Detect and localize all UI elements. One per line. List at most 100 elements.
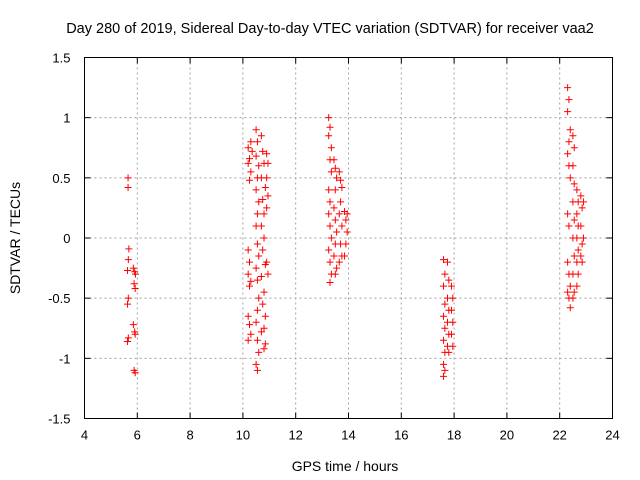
data-point [252, 186, 260, 194]
data-point [325, 132, 333, 140]
data-point [264, 270, 272, 278]
data-point [259, 147, 267, 155]
data-point [253, 276, 261, 284]
data-point [252, 152, 260, 160]
data-point [248, 147, 256, 155]
data-point [335, 258, 343, 266]
data-point [337, 198, 345, 206]
data-point [342, 240, 350, 248]
x-tick-label: 12 [288, 428, 302, 443]
x-tick-label: 6 [134, 428, 141, 443]
data-point [263, 258, 271, 266]
data-point [564, 258, 572, 266]
x-axis-label: GPS time / hours [292, 458, 399, 474]
data-point [565, 222, 573, 230]
x-tick-label: 20 [500, 428, 514, 443]
data-point [573, 210, 581, 218]
data-point [570, 288, 578, 296]
data-point [564, 84, 572, 92]
data-point [564, 288, 572, 296]
data-point [579, 198, 587, 206]
data-point [577, 222, 585, 230]
data-point [244, 246, 252, 254]
data-point [252, 264, 260, 272]
y-tick-label: -1.5 [48, 412, 70, 427]
data-point [255, 162, 263, 170]
data-point [264, 192, 272, 200]
data-point [338, 222, 346, 230]
data-point [247, 168, 255, 176]
data-point [260, 324, 268, 332]
data-point [246, 321, 253, 329]
y-tick-label: 1.5 [52, 51, 70, 66]
data-point [257, 273, 265, 281]
data-point [447, 282, 455, 290]
data-point [326, 198, 334, 206]
data-point [566, 282, 574, 290]
data-point [440, 372, 448, 380]
data-point [574, 246, 582, 254]
data-point [343, 210, 351, 218]
data-point [330, 204, 338, 212]
data-point [335, 168, 343, 176]
data-point [577, 192, 585, 200]
y-tick-label: 0 [63, 231, 70, 246]
data-point [573, 282, 581, 290]
data-point [257, 222, 265, 230]
data-point [325, 114, 333, 122]
y-tick-label: 0.5 [52, 171, 70, 186]
data-point [124, 300, 132, 308]
data-point [131, 285, 139, 293]
data-point [259, 300, 267, 308]
data-point [260, 210, 268, 218]
data-point [565, 96, 573, 104]
data-point [331, 216, 339, 224]
data-point [326, 123, 334, 131]
x-tick-label: 4 [81, 428, 88, 443]
data-point [333, 264, 341, 272]
data-point [263, 204, 271, 212]
data-point [570, 252, 578, 260]
data-point [253, 336, 261, 344]
data-point [441, 300, 449, 308]
data-point [131, 330, 139, 338]
data-point [445, 276, 453, 284]
data-point [247, 277, 255, 285]
data-point [564, 210, 572, 218]
data-point [447, 306, 455, 314]
x-tick-label: 8 [186, 428, 193, 443]
data-point [578, 258, 586, 266]
data-point [440, 312, 448, 320]
data-point [578, 240, 586, 248]
x-tick-label: 14 [341, 428, 355, 443]
data-point [244, 159, 252, 167]
data-point [252, 126, 260, 134]
data-point [331, 164, 339, 172]
data-point [579, 234, 587, 242]
x-tick-label: 22 [552, 428, 566, 443]
data-point [130, 280, 138, 288]
data-point [257, 132, 265, 140]
data-point [124, 294, 132, 302]
data-point [569, 162, 577, 170]
data-point [261, 183, 269, 191]
data-point [440, 282, 448, 290]
data-point [342, 216, 350, 224]
data-point [253, 366, 261, 374]
data-point [253, 306, 261, 314]
data-point [565, 138, 573, 146]
data-point [124, 256, 132, 264]
data-point [441, 270, 449, 278]
data-point [337, 176, 345, 184]
x-tick-label: 10 [236, 428, 250, 443]
data-point [440, 256, 448, 264]
data-point [326, 258, 334, 266]
data-point [125, 245, 133, 253]
x-tick-label: 18 [447, 428, 461, 443]
data-point [260, 345, 268, 353]
chart-title: Day 280 of 2019, Sidereal Day-to-day VTE… [66, 21, 594, 37]
axis-ticks: 4 6 8 10 12 14 16 18 20 22 24 1.5 1 0.5 0 -0.5 -1 -1.5 [48, 51, 620, 443]
data-point [124, 174, 132, 182]
data-point [325, 210, 333, 218]
